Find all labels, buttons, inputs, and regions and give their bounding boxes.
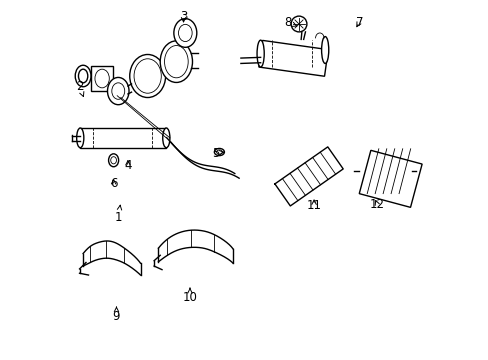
Text: 11: 11 <box>306 199 321 212</box>
Ellipse shape <box>290 16 306 32</box>
Text: 7: 7 <box>355 16 362 29</box>
Ellipse shape <box>78 69 88 83</box>
Ellipse shape <box>160 41 192 82</box>
Ellipse shape <box>321 37 328 63</box>
Ellipse shape <box>108 154 119 167</box>
Text: 10: 10 <box>182 288 197 304</box>
Text: 9: 9 <box>113 307 120 324</box>
Text: 12: 12 <box>369 198 384 211</box>
Text: 3: 3 <box>180 10 187 23</box>
Ellipse shape <box>75 65 91 87</box>
Bar <box>80 128 166 148</box>
Ellipse shape <box>77 128 83 148</box>
Ellipse shape <box>178 24 192 41</box>
Bar <box>359 150 421 207</box>
Ellipse shape <box>164 45 188 78</box>
Text: 1: 1 <box>114 205 122 224</box>
Ellipse shape <box>112 83 124 99</box>
Ellipse shape <box>134 59 161 93</box>
Ellipse shape <box>163 128 169 148</box>
Ellipse shape <box>257 40 264 67</box>
Bar <box>91 66 113 91</box>
Text: 6: 6 <box>110 177 117 190</box>
Text: 8: 8 <box>283 16 296 29</box>
Text: 4: 4 <box>124 159 131 172</box>
Text: 5: 5 <box>212 147 223 159</box>
Ellipse shape <box>110 157 116 164</box>
Ellipse shape <box>214 148 224 156</box>
Ellipse shape <box>107 77 129 105</box>
Ellipse shape <box>129 54 165 98</box>
Text: 2: 2 <box>76 80 83 96</box>
Bar <box>258 40 327 76</box>
Ellipse shape <box>216 150 222 154</box>
Ellipse shape <box>95 69 109 88</box>
Ellipse shape <box>174 19 196 47</box>
